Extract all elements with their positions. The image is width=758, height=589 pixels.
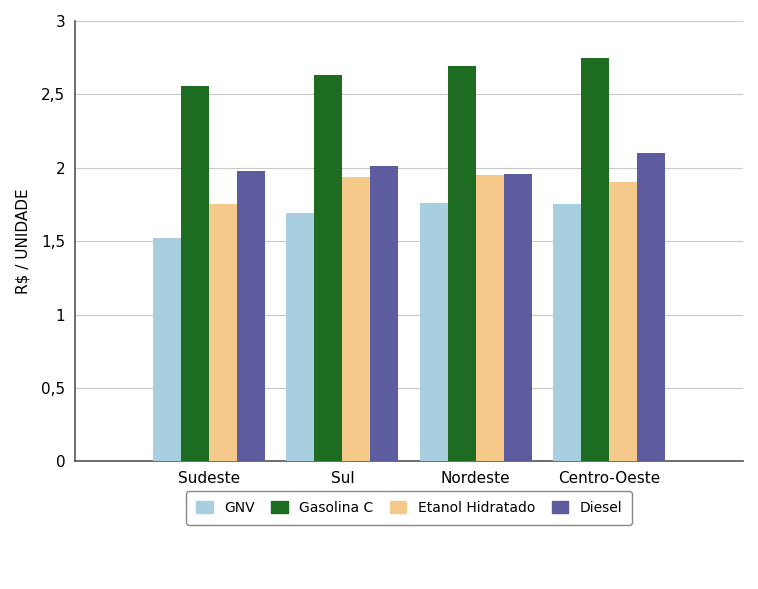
Bar (637, 153, 665, 461)
Bar (475, 175, 503, 461)
Bar (153, 238, 181, 461)
Bar (553, 204, 581, 461)
Y-axis label: R$ / UNIDADE: R$ / UNIDADE (15, 188, 30, 294)
Bar (581, 58, 609, 461)
Bar (503, 174, 531, 461)
Bar (420, 203, 448, 461)
Bar (609, 183, 637, 461)
Bar (371, 166, 398, 461)
Bar (287, 213, 315, 461)
Legend: GNV, Gasolina C, Etanol Hidratado, Diesel: GNV, Gasolina C, Etanol Hidratado, Diese… (186, 491, 631, 525)
Bar (315, 75, 343, 461)
Bar (448, 67, 475, 461)
Bar (237, 171, 265, 461)
Bar (343, 177, 371, 461)
Bar (209, 204, 237, 461)
Bar (181, 85, 209, 461)
